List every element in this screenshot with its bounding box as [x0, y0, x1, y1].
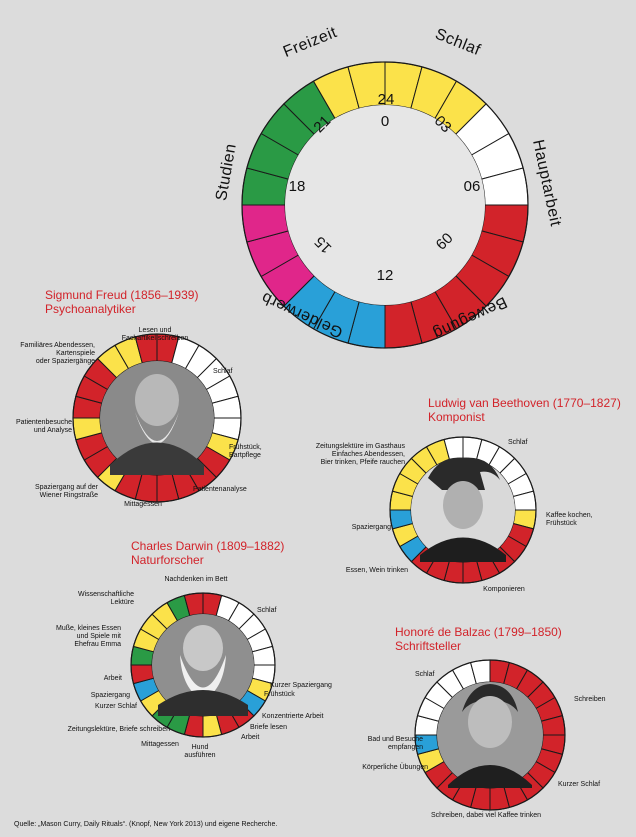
balzac-label-bad-1: Bad und Besuche [368, 736, 423, 743]
freud-portrait-suit [110, 442, 204, 475]
freud-portrait-head [135, 374, 179, 426]
darwin-label-spaziergang: Spaziergang [91, 692, 130, 699]
balzac-label-schreiben-kaffee: Schreiben, dabei viel Kaffee trinken [431, 812, 541, 819]
freud-label-schlaf: Schlaf [213, 368, 233, 375]
beethoven-name: Ludwig van Beethoven (1770–1827) [428, 396, 621, 410]
darwin-label-lektuere-2: Lektüre [111, 599, 134, 606]
beethoven-panel: Ludwig van Beethoven (1770–1827) Komponi… [316, 396, 621, 593]
balzac-label-bad-2: empfangen [388, 744, 423, 751]
darwin-label-hund-2: ausführen [184, 752, 215, 759]
darwin-label-arbeit1: Arbeit [104, 675, 122, 682]
freud-ring-outline [72, 333, 242, 503]
hour-label-0: 0 [381, 113, 389, 130]
darwin-label-briefe-lesen: Briefe lesen [250, 724, 287, 731]
hour-label-18: 18 [289, 178, 306, 195]
freud-label-mittag: Mittagessen [124, 501, 162, 508]
balzac-name: Honoré de Balzac (1799–1850) [395, 625, 562, 639]
beethoven-profession: Komponist [428, 410, 485, 424]
hour-label-06: 06 [464, 178, 481, 195]
darwin-name: Charles Darwin (1809–1882) [131, 539, 284, 553]
darwin-label-musse-3: Ehefrau Emma [74, 641, 121, 648]
legend-clock: 24 0 03 06 09 12 15 18 21 Freizeit Schla… [213, 24, 564, 349]
freud-label-abend-1: Familiäres Abendessen, [20, 342, 95, 349]
darwin-profession: Naturforscher [131, 553, 204, 567]
freud-label-spaziergang-1: Spaziergang auf der [35, 484, 99, 491]
balzac-portrait [437, 682, 543, 788]
darwin-label-nachdenken: Nachdenken im Bett [164, 576, 227, 583]
legend-clock-ring [241, 61, 529, 349]
darwin-label-musse-1: Muße, kleines Essen [56, 625, 121, 632]
freud-label-abend-2: Kartenspiele [56, 350, 95, 357]
freud-portrait [100, 361, 214, 475]
beethoven-portrait-coat [420, 537, 506, 562]
beethoven-label-essen: Essen, Wein trinken [346, 567, 408, 574]
balzac-panel: Honoré de Balzac (1799–1850) Schriftstel… [362, 625, 605, 819]
darwin-label-mittag: Mittagessen [141, 741, 179, 748]
balzac-label-schlaf: Schlaf [415, 671, 435, 678]
darwin-label-musse-2: und Spiele mit [77, 633, 121, 640]
darwin-clock-ring [130, 592, 276, 738]
darwin-label-hund-1: Hund [192, 744, 209, 751]
darwin-portrait-beard [180, 655, 226, 700]
balzac-portrait-face [468, 696, 512, 748]
beethoven-ring-outline [389, 436, 537, 584]
hour-label-12: 12 [377, 267, 394, 284]
balzac-label-kurzer-schlaf: Kurzer Schlaf [558, 781, 600, 788]
balzac-ring-outline [414, 659, 566, 811]
freud-label-fruehstueck-2: Bartpflege [229, 452, 261, 459]
freud-name: Sigmund Freud (1856–1939) [45, 288, 198, 302]
legend-ring-outline [241, 61, 529, 349]
darwin-portrait [152, 614, 254, 716]
freud-label-fruehstueck-1: Frühstück, [229, 444, 262, 451]
darwin-label-kurzer-spaziergang: Kurzer Spaziergang [270, 682, 332, 689]
balzac-label-koerper: Körperliche Übungen [362, 763, 428, 771]
beethoven-label-zeitung-2: Einfaches Abendessen, [332, 451, 405, 458]
beethoven-portrait-hair [428, 457, 500, 490]
darwin-label-schlaf: Schlaf [257, 607, 277, 614]
freud-label-spaziergang-2: Wiener Ringstraße [40, 492, 98, 499]
darwin-panel: Charles Darwin (1809–1882) Naturforscher… [56, 539, 332, 759]
beethoven-portrait [411, 457, 515, 562]
darwin-label-lektuere-1: Wissenschaftliche [78, 591, 134, 598]
darwin-label-arbeit2: Arbeit [241, 734, 259, 741]
balzac-clock-ring [414, 659, 566, 811]
darwin-portrait-coat [158, 690, 248, 716]
darwin-label-konzentriert: Konzentrierte Arbeit [262, 713, 324, 720]
balzac-profession: Schriftsteller [395, 639, 461, 653]
legend-clock-face [285, 105, 485, 305]
balzac-label-schreiben: Schreiben [574, 696, 606, 703]
beethoven-label-kaffee-1: Kaffee kochen, [546, 512, 593, 519]
freud-profession: Psychoanalytiker [45, 302, 136, 316]
hour-label-24: 24 [378, 91, 395, 108]
balzac-portrait-coat [448, 765, 532, 788]
darwin-ring-outline [130, 592, 276, 738]
freud-label-lesen-2: Fachartikel schreiben [122, 335, 189, 342]
freud-label-abend-3: oder Spaziergänge [36, 358, 95, 365]
beethoven-label-kaffee-2: Frühstück [546, 520, 577, 527]
freud-panel: Sigmund Freud (1856–1939) Psychoanalytik… [16, 288, 262, 508]
beethoven-label-zeitung-3: Bier trinken, Pfeife rauchen [321, 459, 406, 466]
darwin-label-zeitung: Zeitungslektüre, Briefe schreiben [68, 726, 170, 733]
freud-label-patienten-1: Patientenbesuche [16, 419, 72, 426]
beethoven-label-zeitung-1: Zeitungslektüre im Gasthaus [316, 443, 406, 450]
source-note: Quelle: „Mason Curry, Daily Rituals“. (K… [14, 821, 277, 828]
freud-label-lesen-1: Lesen und [139, 327, 172, 334]
freud-label-analyse: Patientenanalyse [193, 486, 247, 493]
freud-label-patienten-2: und Analyse [34, 427, 72, 434]
darwin-portrait-head [183, 625, 223, 671]
beethoven-label-spaziergang: Spaziergang [352, 524, 391, 531]
darwin-label-kurzer-schlaf: Kurzer Schlaf [95, 703, 137, 710]
beethoven-label-komponieren: Komponieren [483, 586, 525, 593]
darwin-label-fruehstueck: Frühstück [264, 691, 295, 698]
beethoven-label-schlaf: Schlaf [508, 439, 528, 446]
beethoven-portrait-face [443, 481, 483, 529]
